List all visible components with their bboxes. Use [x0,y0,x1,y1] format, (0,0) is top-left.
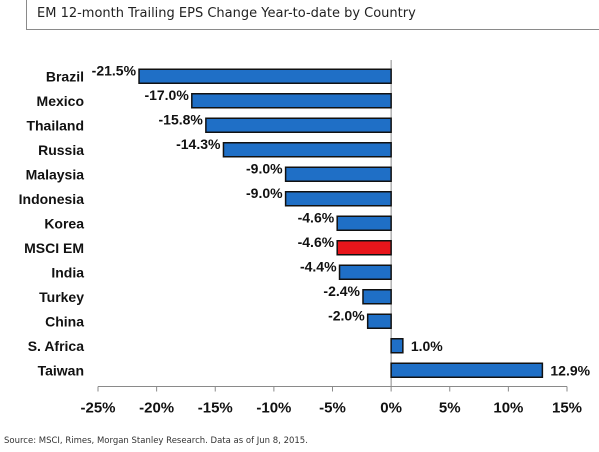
bar-10 [366,313,392,329]
value-label-1: -17.0% [144,87,189,103]
category-label-7: MSCI EM [24,240,84,256]
value-label-8: -4.4% [300,258,337,274]
x-tick-label-2: -15% [198,400,233,417]
category-label-8: India [51,264,84,280]
bar-1 [191,93,392,109]
bar-0 [138,68,392,84]
bar-12 [390,362,544,378]
category-label-0: Brazil [46,68,84,84]
x-tick-label-4: -5% [319,400,346,417]
title-bar: EM 12-month Trailing EPS Change Year-to-… [0,0,599,30]
x-tick-label-5: 0% [380,400,402,417]
value-label-4: -9.0% [246,160,283,176]
x-tick-label-7: 10% [493,400,523,417]
category-label-4: Malaysia [26,166,85,182]
value-label-2: -15.8% [159,111,204,127]
bar-4 [284,166,392,182]
bar-7 [336,240,392,256]
value-label-12: 12.9% [550,362,590,378]
title-underline [26,29,599,30]
bar-11 [390,338,404,354]
value-label-10: -2.0% [328,307,365,323]
eps-change-bar-chart: Brazil -21.5% Mexico -17.0% Thailand -15.8% Ru… [19,60,591,417]
bar-3 [222,142,392,158]
x-tick-label-0: -25% [80,400,115,417]
x-tick-label-1: -20% [139,400,174,417]
category-label-2: Thailand [26,117,84,133]
value-label-5: -9.0% [246,185,283,201]
category-label-10: China [45,313,84,329]
x-tick-label-3: -10% [256,400,291,417]
category-label-5: Indonesia [19,191,85,207]
bar-9 [362,289,392,305]
x-tick-label-8: 15% [552,400,582,417]
category-label-9: Turkey [39,289,84,305]
source-note: Source: MSCI, Rimes, Morgan Stanley Rese… [4,436,308,446]
title-corner-rule [26,0,27,30]
category-label-12: Taiwan [38,362,84,378]
bar-5 [284,191,392,207]
category-label-3: Russia [38,142,84,158]
category-label-1: Mexico [37,93,84,109]
category-label-11: S. Africa [28,338,84,354]
value-label-7: -4.6% [298,234,335,250]
bar-8 [338,264,392,280]
x-tick-label-6: 5% [439,400,461,417]
value-label-0: -21.5% [92,62,137,78]
value-label-6: -4.6% [298,209,335,225]
value-label-3: -14.3% [176,136,221,152]
value-label-11: 1.0% [411,338,443,354]
value-label-9: -2.4% [323,283,360,299]
chart-title: EM 12-month Trailing EPS Change Year-to-… [37,6,416,21]
category-label-6: Korea [44,215,84,231]
bar-6 [336,215,392,231]
bar-2 [205,117,392,133]
